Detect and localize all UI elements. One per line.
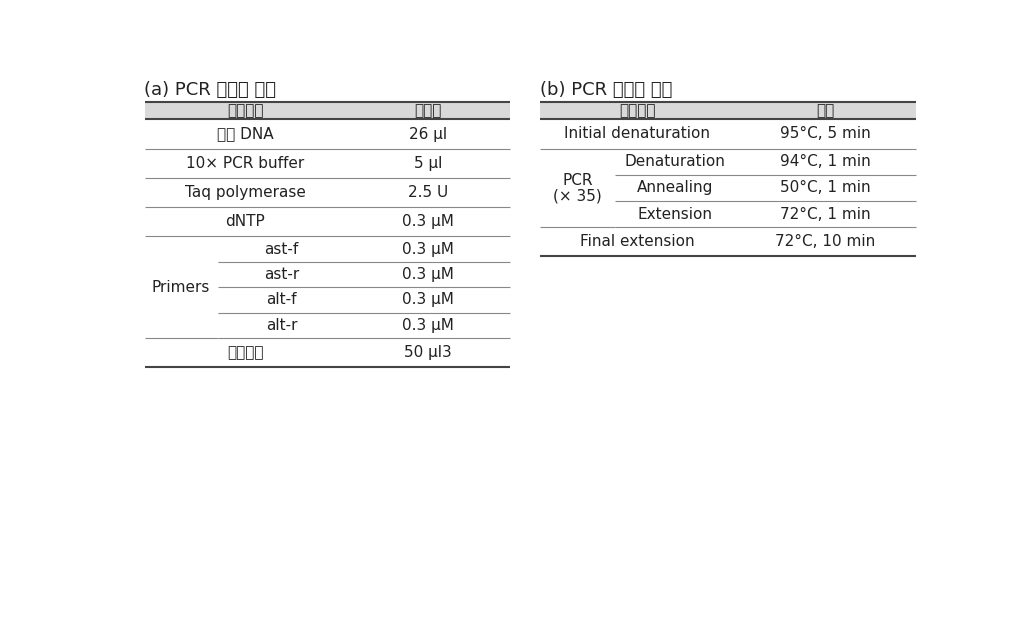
Text: (a) PCR 반응액 조성: (a) PCR 반응액 조성 bbox=[144, 81, 277, 99]
Text: Annealing: Annealing bbox=[637, 181, 713, 196]
Text: 0.3 μM: 0.3 μM bbox=[402, 242, 454, 257]
Text: alt-f: alt-f bbox=[266, 292, 297, 308]
Text: ast-r: ast-r bbox=[264, 267, 299, 282]
Text: PCR: PCR bbox=[562, 174, 592, 189]
Text: 0.3 μM: 0.3 μM bbox=[402, 292, 454, 308]
Text: 0.3 μM: 0.3 μM bbox=[402, 214, 454, 230]
Text: Denaturation: Denaturation bbox=[624, 154, 725, 169]
Text: 2.5 U: 2.5 U bbox=[408, 185, 448, 200]
Text: ast-f: ast-f bbox=[264, 242, 299, 257]
Text: 50 μl3: 50 μl3 bbox=[405, 345, 452, 360]
Text: 72°C, 1 min: 72°C, 1 min bbox=[780, 206, 871, 221]
Text: (b) PCR 반응액 조건: (b) PCR 반응액 조건 bbox=[540, 81, 672, 99]
Text: 조건: 조건 bbox=[816, 103, 835, 118]
Bar bbox=[540, 102, 915, 120]
Text: Taq polymerase: Taq polymerase bbox=[185, 185, 305, 200]
Text: 반응단계: 반응단계 bbox=[619, 103, 655, 118]
Text: 5 μl: 5 μl bbox=[414, 156, 442, 170]
Text: 반응물질: 반응물질 bbox=[227, 103, 263, 118]
Text: 94°C, 1 min: 94°C, 1 min bbox=[780, 154, 871, 169]
Text: (× 35): (× 35) bbox=[553, 188, 602, 203]
Text: 0.3 μM: 0.3 μM bbox=[402, 318, 454, 333]
Bar bbox=[144, 102, 510, 120]
Text: 쳊가량: 쳊가량 bbox=[414, 103, 442, 118]
Text: 95°C, 5 min: 95°C, 5 min bbox=[780, 126, 871, 142]
Text: 최종부피: 최종부피 bbox=[227, 345, 263, 360]
Text: Primers: Primers bbox=[152, 280, 211, 295]
Text: 72°C, 10 min: 72°C, 10 min bbox=[775, 234, 875, 249]
Text: 50°C, 1 min: 50°C, 1 min bbox=[780, 181, 871, 196]
Text: 10× PCR buffer: 10× PCR buffer bbox=[186, 156, 304, 170]
Text: 0.3 μM: 0.3 μM bbox=[402, 267, 454, 282]
Text: Extension: Extension bbox=[638, 206, 712, 221]
Text: Initial denaturation: Initial denaturation bbox=[565, 126, 710, 142]
Text: Final extension: Final extension bbox=[580, 234, 695, 249]
Text: alt-r: alt-r bbox=[266, 318, 297, 333]
Text: dNTP: dNTP bbox=[225, 214, 265, 230]
Text: 주형 DNA: 주형 DNA bbox=[217, 126, 273, 142]
Text: 26 μl: 26 μl bbox=[409, 126, 447, 142]
